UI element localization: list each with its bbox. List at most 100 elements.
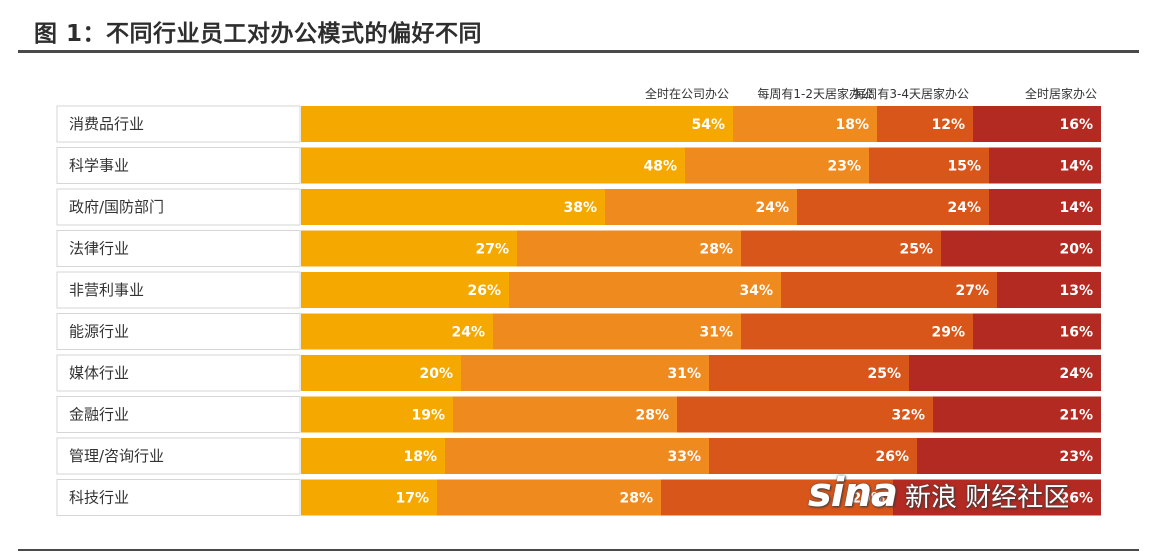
title-divider	[18, 50, 1139, 53]
data-label: 21%	[1059, 408, 1093, 424]
bar-segment	[709, 355, 909, 391]
data-label: 13%	[1059, 283, 1093, 299]
bar-segment	[733, 106, 877, 142]
data-label: 26%	[467, 283, 501, 299]
data-label: 20%	[1059, 242, 1093, 258]
data-label: 23%	[1059, 449, 1093, 465]
bar-segment	[301, 355, 461, 391]
page-title: 图 1：不同行业员工对办公模式的偏好不同	[34, 21, 483, 47]
bar-segment	[917, 438, 1101, 474]
data-label: 29%	[931, 325, 965, 341]
data-label: 18%	[835, 117, 869, 133]
bar-segment	[301, 106, 733, 142]
data-label: 24%	[755, 200, 789, 216]
category-box	[56, 396, 301, 433]
bar-segment	[781, 272, 997, 308]
bar-segment	[301, 189, 605, 225]
data-label: 14%	[1059, 200, 1093, 216]
category-box	[56, 437, 301, 475]
data-label: 28%	[619, 491, 653, 507]
category-label: 政府/国防部门	[69, 198, 164, 216]
bar-segment	[973, 106, 1101, 142]
category-label: 管理/咨询行业	[69, 447, 164, 465]
bar-segment	[997, 272, 1101, 308]
category-label: 非营利事业	[69, 281, 144, 299]
bar-segment	[941, 230, 1101, 267]
bar-segment	[301, 396, 453, 433]
watermark: sina 新浪 财经社区	[808, 470, 1069, 516]
bar-segment	[301, 147, 685, 184]
bar-segment	[741, 313, 973, 350]
bar-segment	[301, 438, 445, 474]
data-label: 54%	[691, 117, 725, 133]
bar-segment	[301, 479, 437, 516]
data-label: 26%	[1059, 491, 1093, 507]
bar-segment	[661, 479, 893, 516]
data-label: 38%	[563, 200, 597, 216]
bar-segment	[989, 147, 1101, 184]
bar-segment	[869, 147, 989, 184]
bar-segment	[493, 313, 741, 350]
category-box	[56, 230, 301, 267]
data-label: 33%	[667, 449, 701, 465]
bar-segment	[797, 189, 989, 225]
category-box	[56, 147, 301, 184]
bar-segment	[517, 230, 741, 267]
bar-segment	[509, 272, 781, 308]
data-label: 15%	[947, 159, 981, 175]
category-label: 金融行业	[69, 406, 129, 424]
data-label: 18%	[403, 449, 437, 465]
category-box	[56, 479, 301, 516]
legend-item: 全时居家办公	[1025, 86, 1097, 101]
legend-item: 全时在公司办公	[645, 86, 729, 101]
data-label: 24%	[451, 325, 485, 341]
category-box	[56, 313, 301, 350]
category-box	[56, 105, 301, 143]
data-label: 16%	[1059, 325, 1093, 341]
bar-segment	[709, 438, 917, 474]
legend-item: 每周有3-4天居家办公	[853, 86, 969, 101]
data-label: 14%	[1059, 159, 1093, 175]
data-label: 24%	[947, 200, 981, 216]
bar-segment	[301, 230, 517, 267]
data-label: 27%	[475, 242, 509, 258]
data-label: 16%	[1059, 117, 1093, 133]
data-label: 12%	[931, 117, 965, 133]
data-label: 34%	[739, 283, 773, 299]
bar-segment	[605, 189, 797, 225]
category-box	[56, 188, 301, 226]
data-label: 28%	[699, 242, 733, 258]
bar-segment	[893, 479, 1101, 516]
data-label: 23%	[827, 159, 861, 175]
bar-segment	[677, 396, 933, 433]
data-label: 28%	[635, 408, 669, 424]
data-label: 17%	[395, 491, 429, 507]
data-label: 26%	[875, 449, 909, 465]
data-label: 32%	[891, 408, 925, 424]
bar-segment	[741, 230, 941, 267]
data-label: 24%	[1059, 366, 1093, 382]
category-label: 能源行业	[69, 323, 129, 341]
data-label: 25%	[867, 366, 901, 382]
data-label: 48%	[643, 159, 677, 175]
bar-segment	[445, 438, 709, 474]
legend-item: 每周有1-2天居家办公	[757, 86, 873, 101]
data-label: 27%	[955, 283, 989, 299]
bar-segment	[909, 355, 1101, 391]
sina-logo: sina	[808, 470, 898, 516]
data-label: 25%	[899, 242, 933, 258]
watermark-text: 新浪 财经社区	[905, 483, 1070, 513]
bar-segment	[301, 313, 493, 350]
data-label: 20%	[419, 366, 453, 382]
category-box	[56, 271, 301, 309]
category-label: 科学事业	[69, 157, 129, 175]
bar-segment	[877, 106, 973, 142]
bar-segment	[973, 313, 1101, 350]
category-label: 媒体行业	[69, 364, 129, 382]
bar-segment	[989, 189, 1101, 225]
data-label: 29%	[851, 491, 885, 507]
bar-segment	[301, 272, 509, 308]
bar-segment	[437, 479, 661, 516]
bar-segment	[453, 396, 677, 433]
